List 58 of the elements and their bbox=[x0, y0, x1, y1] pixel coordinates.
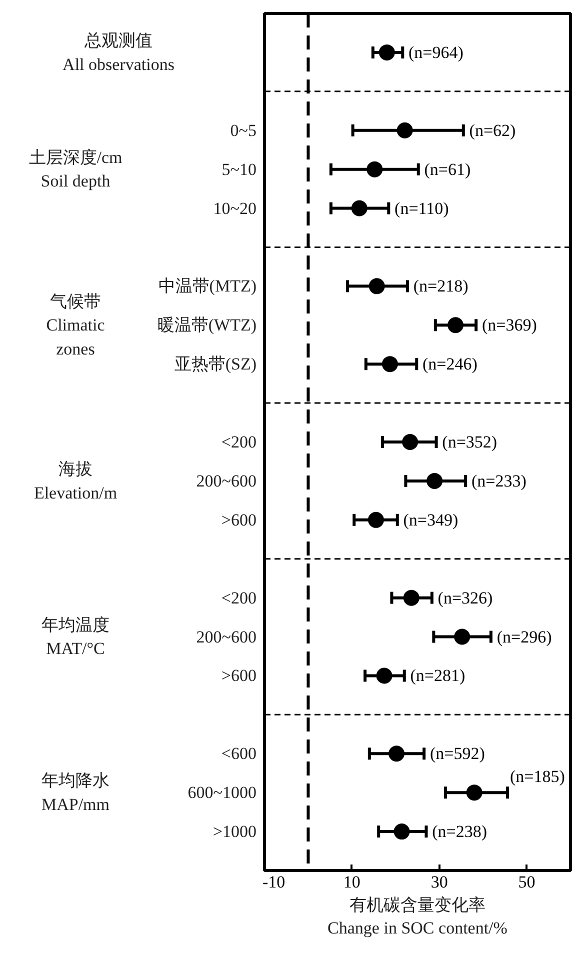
text: 年均温度 MAT/°C bbox=[42, 615, 110, 658]
point bbox=[396, 122, 413, 138]
y-tick-label: 中温带(MTZ) bbox=[158, 276, 257, 296]
x-tick-label: 10 bbox=[343, 872, 360, 892]
y-tick-label: 5~10 bbox=[222, 160, 257, 179]
x-tick-label: -10 bbox=[262, 872, 286, 892]
text: 年均降水 MAP/mm bbox=[41, 771, 110, 814]
text: 气候带 Climatic zones bbox=[46, 292, 106, 358]
annotation: (n=964) bbox=[408, 42, 464, 62]
text: 土层深度/cm Soil depth bbox=[28, 148, 122, 191]
point bbox=[366, 161, 383, 178]
point bbox=[388, 746, 405, 762]
text: 海拔 Elevation/m bbox=[34, 460, 118, 502]
point bbox=[466, 784, 482, 801]
y-tick-label: <200 bbox=[221, 432, 257, 452]
x-tick-label: 50 bbox=[518, 872, 536, 892]
y-tick-label: 暖温带(WTZ) bbox=[157, 316, 257, 335]
point bbox=[454, 628, 470, 645]
annotation: (n=185) bbox=[510, 767, 565, 786]
annotation: (n=61) bbox=[424, 160, 471, 179]
y-tick-label: 200~600 bbox=[196, 471, 257, 490]
point bbox=[426, 472, 443, 489]
y-tick-label: 600~1000 bbox=[188, 783, 257, 802]
text: 总观测值 All observations bbox=[62, 31, 174, 74]
point bbox=[403, 590, 420, 606]
y-tick-label: <200 bbox=[221, 588, 257, 608]
y-tick-label: >600 bbox=[221, 666, 257, 686]
annotation: (n=281) bbox=[410, 666, 466, 686]
point bbox=[382, 356, 398, 372]
annotation: (n=592) bbox=[430, 744, 485, 764]
point bbox=[351, 200, 368, 216]
annotation: (n=62) bbox=[469, 120, 516, 140]
annotation: (n=326) bbox=[438, 588, 493, 608]
y-tick-label: 亚热带(SZ) bbox=[174, 354, 257, 374]
annotation: (n=233) bbox=[471, 471, 526, 490]
y-tick-label: 200~600 bbox=[196, 627, 257, 646]
point bbox=[448, 317, 464, 334]
point bbox=[368, 512, 384, 528]
y-tick-label: >600 bbox=[221, 510, 257, 530]
point bbox=[376, 668, 392, 684]
annotation: (n=238) bbox=[432, 822, 488, 842]
x-axis-title: 有机碳含量变化率 Change in SOC content/% bbox=[328, 896, 508, 938]
y-tick-label: >1000 bbox=[212, 822, 257, 842]
point bbox=[402, 434, 418, 450]
point bbox=[394, 824, 410, 840]
annotation: (n=349) bbox=[403, 510, 458, 530]
y-tick-label: <600 bbox=[221, 744, 257, 764]
point bbox=[368, 278, 385, 294]
y-tick-label: 0~5 bbox=[230, 120, 257, 140]
annotation: (n=218) bbox=[413, 276, 468, 296]
annotation: (n=296) bbox=[496, 627, 552, 646]
x-tick-label: 30 bbox=[430, 872, 448, 892]
y-tick-label: 10~20 bbox=[213, 198, 257, 218]
annotation: (n=110) bbox=[394, 198, 449, 218]
annotation: (n=369) bbox=[482, 316, 537, 335]
point bbox=[378, 44, 395, 60]
annotation: (n=352) bbox=[442, 432, 498, 452]
annotation: (n=246) bbox=[422, 354, 478, 374]
